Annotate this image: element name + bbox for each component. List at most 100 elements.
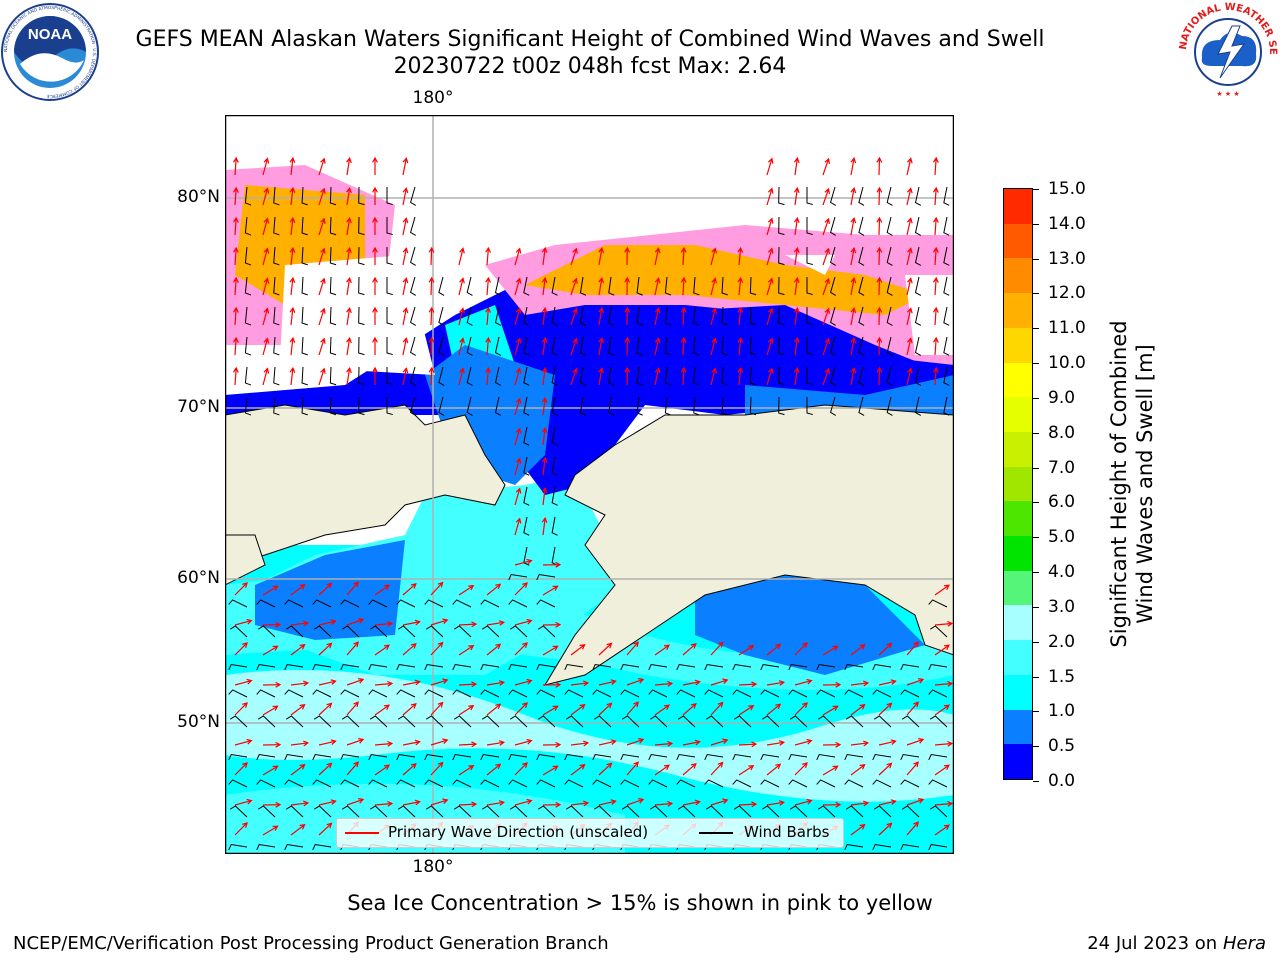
wave-arrow-head: [414, 679, 421, 686]
wind-barb: [829, 396, 836, 416]
colorbar-segment: [1004, 604, 1032, 641]
wave-direction-arrow: [402, 368, 407, 386]
wave-direction-arrow: [234, 702, 248, 716]
wind-barb: [608, 336, 615, 356]
wave-arrow-head: [272, 825, 279, 831]
wave-direction-arrow: [542, 308, 546, 326]
wave-arrow-head: [748, 765, 755, 771]
wind-barb: [806, 187, 813, 206]
wind-barb: [228, 779, 248, 788]
wave-direction-arrow: [682, 643, 697, 656]
wave-arrow-head: [289, 246, 296, 253]
wind-barb: [732, 663, 752, 671]
wave-direction-arrow: [262, 585, 278, 596]
wave-direction-arrow: [346, 368, 351, 386]
wave-direction-arrow: [794, 338, 798, 356]
wave-arrow-head: [947, 740, 954, 747]
wave-direction-arrow: [878, 762, 892, 776]
wave-arrow-head: [680, 336, 687, 343]
wind-barb: [677, 715, 696, 728]
wave-arrow-head: [299, 704, 306, 710]
wave-arrow-head: [680, 276, 687, 283]
wind-barb: [693, 276, 700, 296]
wave-arrow-head: [326, 762, 333, 769]
wave-arrow-head: [876, 246, 883, 253]
wind-barb: [872, 663, 892, 671]
wave-direction-arrow: [906, 761, 919, 776]
wind-barb: [523, 336, 530, 356]
wave-arrow-head: [275, 681, 282, 688]
wave-direction-arrow: [822, 248, 830, 266]
wind-barb: [341, 715, 360, 728]
wave-arrow-head: [711, 247, 718, 254]
wave-direction-arrow: [346, 158, 351, 176]
wave-direction-arrow: [934, 584, 950, 596]
wave-arrow-head: [442, 618, 449, 625]
wave-direction-arrow: [290, 682, 308, 686]
noaa-logo: NOAA NATIONAL OCEANIC AND ATMOSPHERIC AD…: [1, 3, 99, 101]
wind-barb: [816, 689, 836, 698]
wave-direction-arrow: [486, 583, 501, 596]
wave-direction-arrow: [430, 247, 433, 266]
wave-direction-arrow: [934, 367, 937, 386]
wind-barb: [636, 306, 643, 326]
wave-arrow-head: [414, 619, 421, 626]
wave-direction-arrow: [318, 740, 336, 746]
wind-barb: [285, 715, 304, 728]
wind-barb: [396, 779, 416, 788]
wave-direction-arrow: [878, 642, 892, 656]
wave-direction-arrow: [878, 702, 892, 716]
wave-direction-arrow: [906, 738, 924, 746]
wave-arrow-head: [471, 621, 478, 628]
wind-barb: [886, 276, 893, 296]
wave-direction-arrow: [710, 702, 724, 716]
wave-arrow-head: [947, 800, 954, 807]
wave-direction-arrow: [598, 278, 603, 296]
wind-barb: [816, 779, 836, 788]
wave-arrow-head: [289, 276, 296, 283]
wave-arrow-head: [468, 765, 475, 771]
wind-barb: [438, 276, 445, 296]
wave-direction-arrow: [234, 582, 248, 596]
wave-direction-arrow: [262, 368, 269, 386]
wave-direction-arrow: [234, 337, 237, 356]
wave-arrow-head: [289, 156, 296, 163]
wind-barb: [900, 753, 920, 761]
wave-arrow-head: [346, 366, 352, 374]
wave-arrow-head: [272, 765, 279, 771]
wave-arrow-head: [654, 367, 661, 374]
wave-direction-arrow: [878, 680, 896, 686]
wave-arrow-head: [232, 216, 239, 223]
wind-barb: [244, 216, 252, 236]
wave-direction-arrow: [906, 308, 912, 326]
wind-barb: [816, 663, 836, 671]
wind-barb: [620, 663, 640, 671]
wind-barb: [551, 366, 558, 386]
wave-direction-arrow: [234, 247, 237, 266]
wave-direction-arrow: [318, 680, 336, 686]
wind-barb: [438, 306, 445, 326]
wave-arrow-head: [850, 307, 857, 314]
wave-arrow-head: [751, 801, 758, 808]
wind-barb: [579, 396, 587, 416]
wave-direction-arrow: [514, 582, 528, 596]
wave-direction-arrow: [598, 308, 603, 326]
wave-direction-arrow: [318, 762, 332, 776]
wave-arrow-head: [748, 645, 755, 651]
wind-barb: [312, 599, 332, 608]
wind-barb: [368, 663, 388, 671]
wind-barb: [368, 689, 388, 698]
wave-arrow-head: [606, 762, 613, 769]
wave-arrow-head: [767, 277, 774, 284]
wind-barb: [273, 276, 280, 296]
wind-barb: [551, 306, 558, 326]
wind-barb: [806, 367, 813, 386]
wind-barb: [368, 599, 388, 608]
wave-direction-arrow: [570, 248, 577, 266]
wave-arrow-head: [890, 679, 897, 685]
wave-arrow-head: [437, 641, 444, 648]
wave-arrow-head: [459, 277, 465, 284]
wave-arrow-head: [485, 306, 491, 313]
wave-arrow-head: [943, 824, 950, 830]
wind-barb: [508, 779, 528, 788]
